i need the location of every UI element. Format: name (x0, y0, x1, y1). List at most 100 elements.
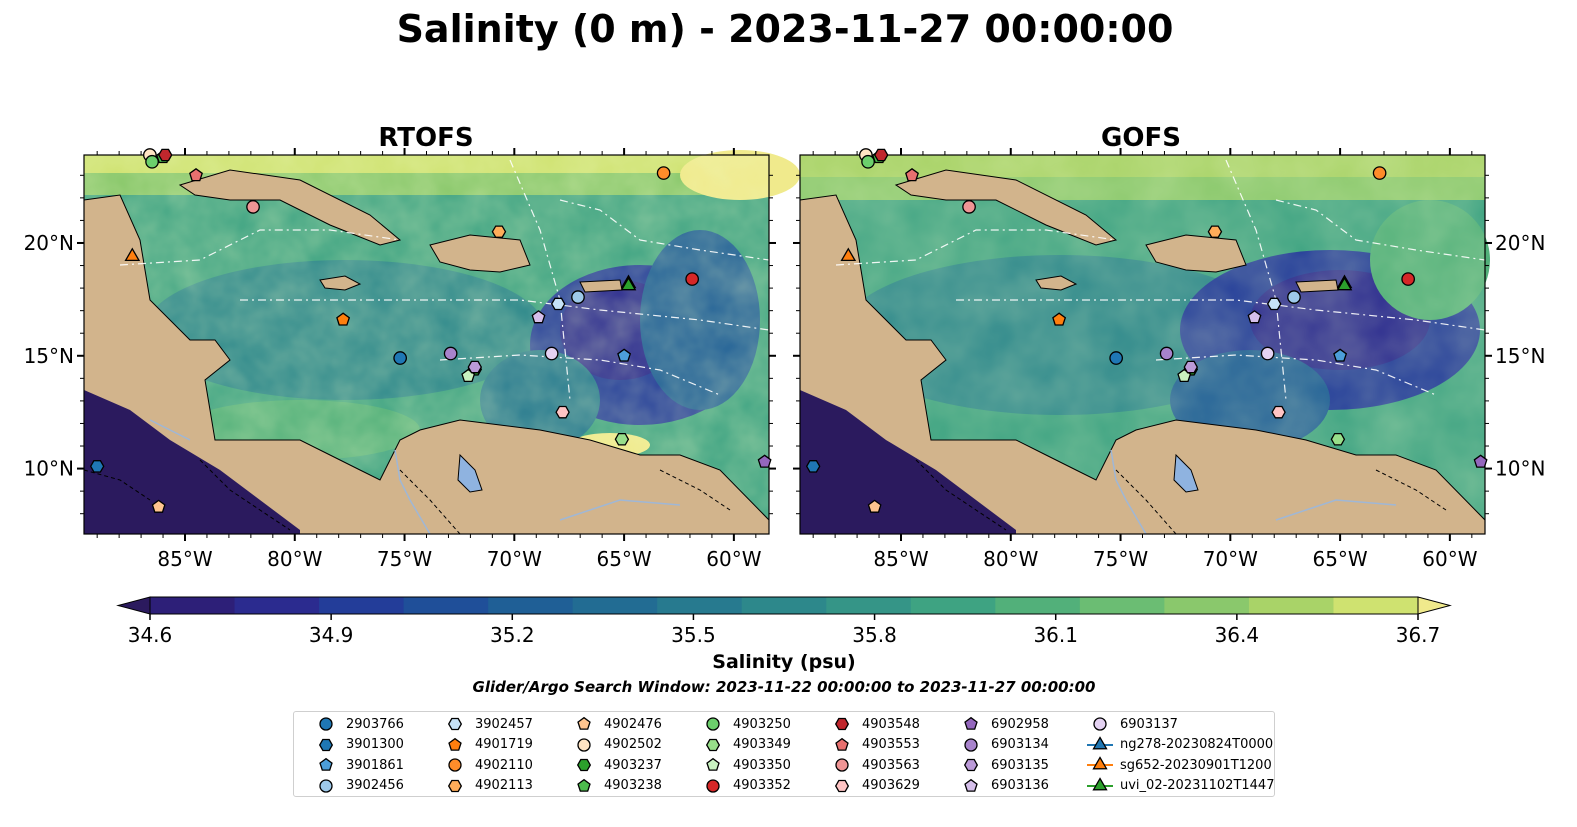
legend-symbol-6903137 (1093, 717, 1107, 731)
platform-marker-6903135 (1183, 360, 1199, 374)
platform-marker-2903766 (393, 351, 408, 365)
legend-symbol-4903250 (706, 717, 720, 731)
colorbar-tick-label: 34.6 (128, 623, 173, 647)
legend-item-6903135: 6903135 (957, 755, 1049, 775)
legend-label: 4903237 (604, 757, 662, 773)
legend-item-uvi_02-20231102T1447: uvi_02-20231102T1447 (1086, 776, 1274, 796)
colorbar-segment (1079, 597, 1165, 614)
platform-marker-3901861 (617, 348, 632, 362)
colorbar-segment (657, 597, 743, 614)
legend-label: 3901861 (346, 757, 404, 773)
legend-marker (319, 757, 333, 771)
x-tick-label: 60°W (706, 547, 761, 571)
colorbar-label: Salinity (psu) (712, 651, 855, 673)
colorbar-segment (1333, 597, 1419, 614)
colorbar-segment (910, 597, 996, 614)
legend-marker (577, 737, 591, 752)
legend-item-4903349: 4903349 (699, 735, 791, 755)
legend-item-4903553: 4903553 (828, 735, 920, 755)
legend-marker (447, 717, 463, 731)
colorbar-tick-label: 35.2 (490, 623, 535, 647)
platform-marker-4901719 (1052, 312, 1067, 326)
colorbar-tick-label: 36.4 (1215, 623, 1260, 647)
legend-symbol-4902476 (577, 716, 591, 730)
legend-symbol-6903134 (964, 737, 978, 752)
legend-symbol-sg652-20230901T1200 (1092, 756, 1108, 770)
legend-item-4902476: 4902476 (570, 714, 662, 734)
platform-marker-3902457 (550, 297, 566, 311)
legend-item-4903250: 4903250 (699, 714, 791, 734)
legend-label: 4902113 (475, 778, 533, 793)
platform-marker-sg652-20230901T1200 (840, 247, 857, 262)
legend-item-6902958: 6902958 (957, 714, 1049, 734)
legend-label: 4903563 (862, 757, 920, 773)
legend-label: 3901300 (346, 737, 404, 752)
salinity-field-rtofs (83, 150, 800, 535)
colorbar-tick-label: 34.9 (309, 623, 354, 647)
platform-marker-4902113 (1207, 225, 1223, 238)
colorbar-segment (319, 597, 405, 614)
y-tick-label: 15°N (24, 344, 74, 368)
legend-item-ng278-20230824T0000: ng278-20230824T0000 (1086, 735, 1273, 755)
legend-marker (448, 758, 462, 772)
platform-marker-6903134 (443, 346, 458, 361)
colorbar-segment (1164, 597, 1250, 614)
legend-marker (834, 779, 850, 792)
colorbar-tick-label: 35.5 (671, 623, 716, 647)
legend-marker (1087, 776, 1113, 790)
y-tick-label: 20°N (24, 231, 74, 255)
legend: 2903766 3901300 3901861 3902456 3902457 49017… (293, 711, 1275, 797)
y-tick-label: 10°N (1495, 457, 1545, 481)
legend-marker (448, 737, 462, 751)
platform-marker-4902110 (656, 166, 671, 180)
legend-label: 6903135 (991, 757, 1049, 773)
legend-marker (577, 716, 591, 730)
colorbar-segment (741, 597, 827, 614)
colorbar-segment (826, 597, 912, 614)
legend-label: 4902502 (604, 737, 662, 752)
platform-marker-4903553 (905, 167, 919, 182)
legend-marker (319, 778, 333, 793)
legend-label: sg652-20230901T1200 (1120, 757, 1272, 773)
legend-symbol-3901300 (318, 738, 334, 751)
legend-label: 3902457 (475, 716, 533, 732)
platform-marker-uvi_02-20231102T1447 (1336, 276, 1353, 291)
colorbar-segment (995, 597, 1081, 614)
colorbar: 34.6 34.9 35.2 35.5 35.8 36.1 36.4 36.7 (116, 596, 1452, 647)
legend-label: 3902456 (346, 778, 404, 793)
x-tick-label: 65°W (596, 547, 651, 571)
platform-markers-rtofs (89, 148, 772, 513)
legend-label: 4903548 (862, 716, 920, 732)
x-tick-label: 80°W (983, 547, 1038, 571)
legend-item-4903352: 4903352 (699, 776, 791, 796)
legend-symbol-2903766 (319, 717, 333, 731)
legend-item-6903137: 6903137 (1086, 714, 1178, 734)
search-window-text: Glider/Argo Search Window: 2023-11-22 00… (473, 678, 1096, 696)
legend-label: 4903349 (733, 737, 791, 752)
platform-marker-6903135 (467, 360, 483, 374)
map-panel-rtofs: RTOFS (24, 123, 800, 571)
legend-label: 6903136 (991, 778, 1049, 793)
legend-symbol-4902110 (448, 758, 462, 772)
x-tick-label: 80°W (267, 547, 322, 571)
colorbar-extend-min (116, 596, 151, 615)
legend-symbol-4902113 (447, 779, 463, 792)
platform-marker-6903137 (1260, 346, 1275, 361)
legend-symbol-4903349 (705, 738, 721, 751)
platform-marker-3901300 (89, 460, 105, 473)
legend-item-4903238: 4903238 (570, 776, 662, 796)
panel-title-gofs: GOFS (1101, 123, 1181, 153)
legend-item-3901300: 3901300 (312, 735, 404, 755)
x-tick-label: 75°W (1093, 547, 1148, 571)
legend-symbol-6902958 (964, 716, 978, 730)
legend-label: 4903553 (862, 737, 920, 752)
legend-symbol-4903563 (835, 758, 849, 772)
platform-marker-6902958 (757, 454, 772, 468)
legend-label: 4901719 (475, 737, 533, 752)
legend-symbol-4903352 (706, 778, 720, 793)
x-tick-label: 60°W (1422, 547, 1477, 571)
x-tick-label: 75°W (377, 547, 432, 571)
colorbar-tick-label: 36.1 (1033, 623, 1078, 647)
platform-marker-3901861 (1333, 348, 1348, 362)
